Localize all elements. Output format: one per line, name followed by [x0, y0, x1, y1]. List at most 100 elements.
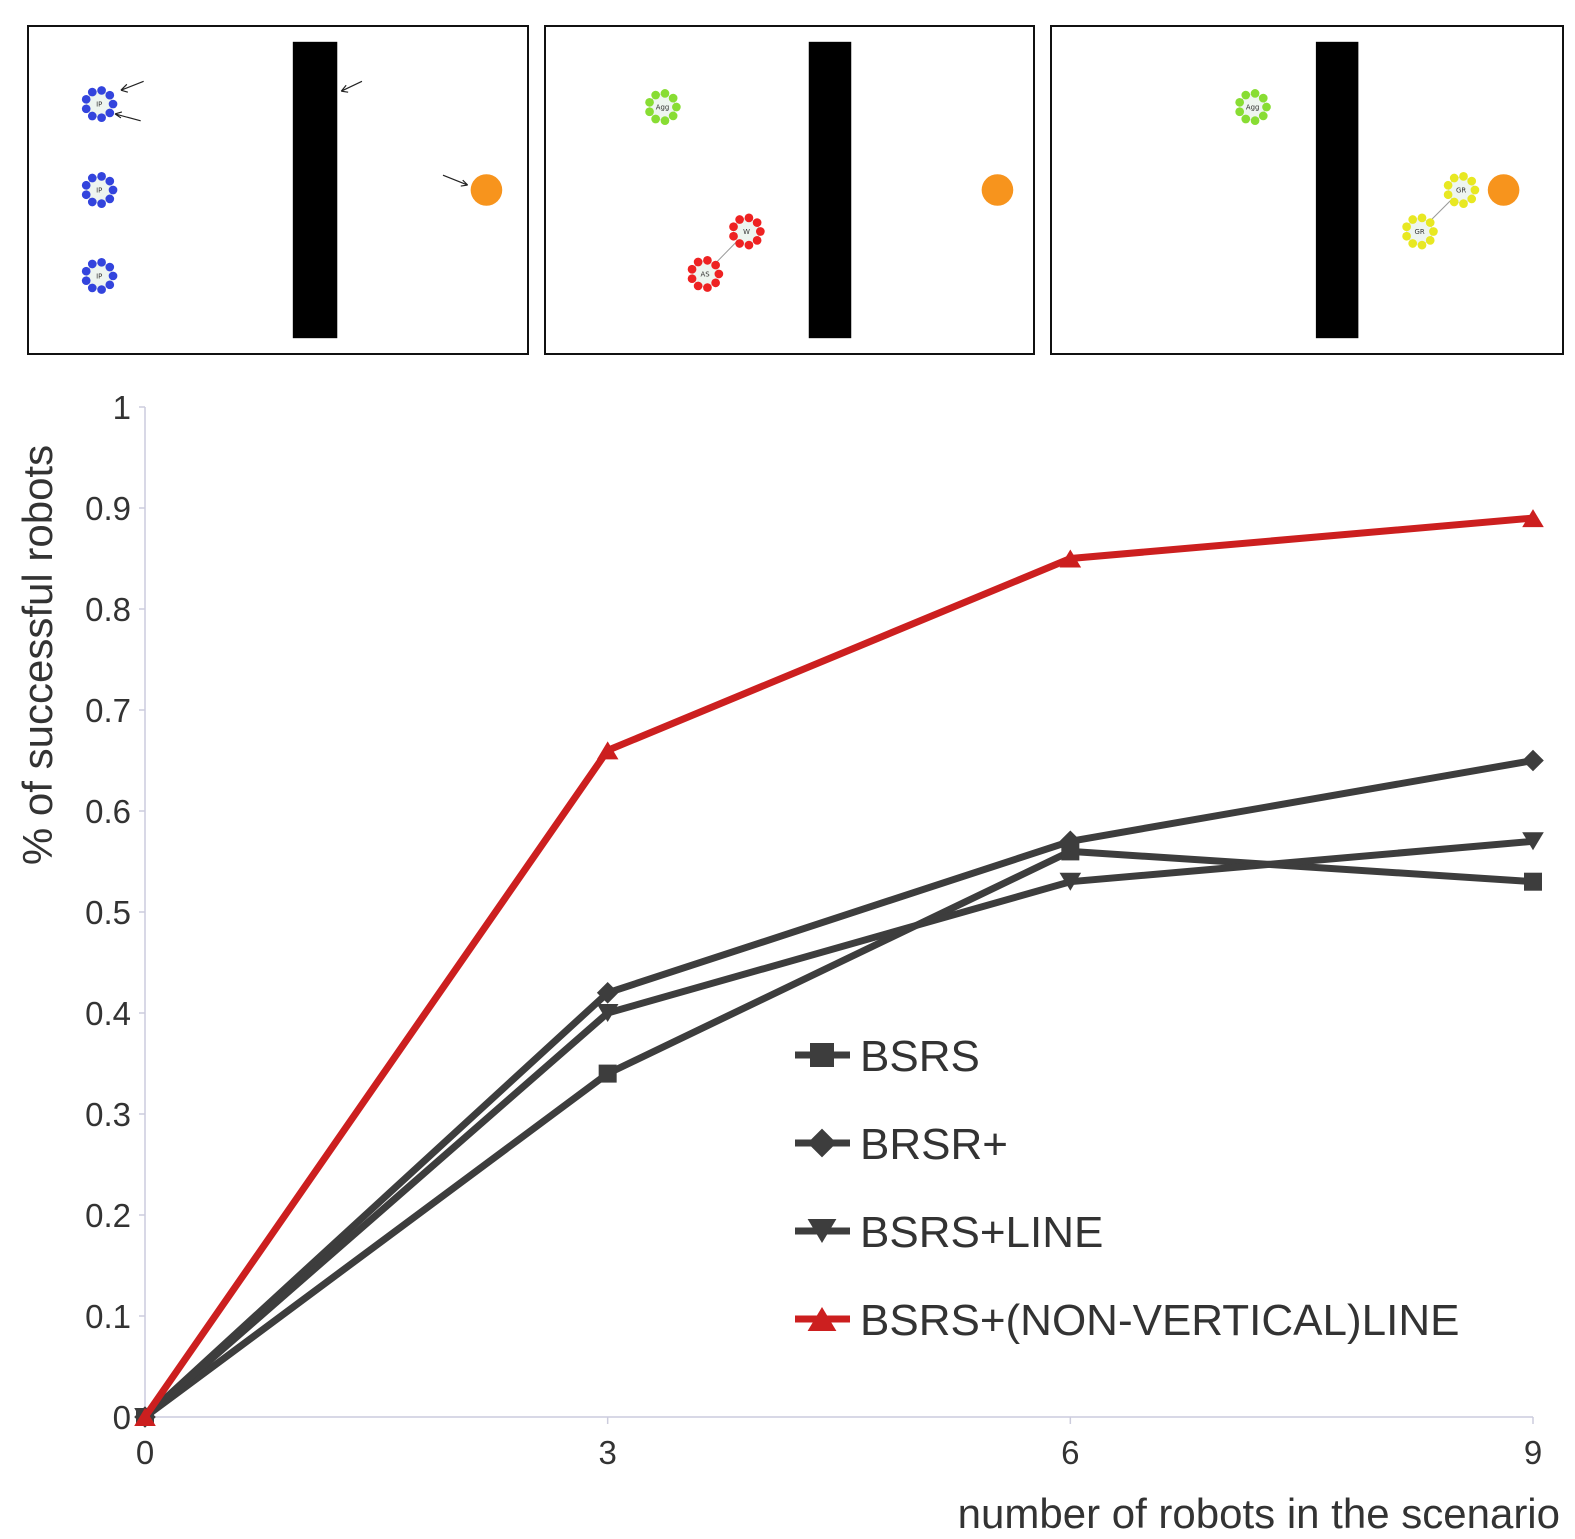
robot-sensor-dot	[651, 90, 660, 100]
robot-sensor-dot	[108, 99, 118, 109]
robot-sensor-dot	[1402, 222, 1411, 232]
scenario-panel-final: Agg GR GR	[1050, 25, 1564, 355]
robot-sensor-dot	[1408, 215, 1418, 224]
robot-sensor-dot	[97, 86, 106, 95]
robot-sensor-dot	[711, 278, 720, 288]
robot-sensor-dot	[108, 271, 118, 281]
robot-sensor-dot	[108, 185, 118, 195]
robot-sensor-dot	[81, 276, 91, 286]
robot-sensor-dot	[1459, 172, 1468, 181]
robot-sensor-dot	[105, 262, 115, 272]
data-point	[134, 1408, 156, 1426]
robot-sensor-dot	[703, 283, 712, 292]
goal-target	[1487, 174, 1520, 206]
robot-sensor-dot	[1467, 194, 1477, 204]
robot-sensor-dot	[1443, 180, 1453, 190]
robot-cluster: Agg	[1235, 89, 1271, 125]
y-tick-label: 0.3	[85, 1096, 131, 1133]
scenario-canvas: IP IP IP	[81, 41, 503, 339]
robot-sensor-dot	[97, 285, 106, 294]
robot-sensor-dot	[87, 259, 97, 269]
robot-sensor-dot	[752, 236, 762, 245]
y-tick-label: 0.5	[85, 894, 131, 931]
data-point	[596, 741, 619, 760]
data-point	[1522, 832, 1544, 851]
robot-sensor-dot	[711, 260, 720, 270]
legend-item: BSRS+(NON-VERTICAL)LINE	[795, 1296, 1459, 1345]
scenario-canvas: Agg GR GR	[1235, 41, 1520, 339]
robot-sensor-dot	[693, 281, 703, 291]
robot-sensor-dot	[81, 180, 91, 190]
robot-sensor-dot	[756, 227, 765, 236]
robot-sensor-dot	[87, 283, 97, 293]
robot-sensor-dot	[1459, 199, 1468, 208]
x-tick-label: 0	[136, 1434, 154, 1471]
robot-sensor-dot	[660, 89, 670, 98]
data-point	[596, 1004, 619, 1022]
robot-sensor-dot	[1241, 90, 1251, 100]
data-point	[1059, 549, 1082, 568]
robot-sensor-dot	[1417, 240, 1427, 250]
data-point	[1059, 872, 1082, 891]
series-layer	[134, 509, 1544, 1428]
robot-sensor-dot	[1235, 107, 1245, 117]
legend: BSRS BRSR+ BSRS+LINE BSRS+(NON-VERTICAL)LIN…	[795, 1032, 1459, 1345]
legend-marker	[810, 1043, 834, 1067]
data-point	[1522, 509, 1544, 528]
scenario-panel-middle: Agg W AS	[544, 25, 1035, 355]
robot-sensor-dot	[97, 199, 106, 208]
robot-sensor-dot	[1470, 185, 1480, 195]
robot-cluster: W	[729, 213, 765, 250]
legend-marker	[807, 1307, 837, 1331]
robot-sensor-dot	[1250, 89, 1260, 98]
robot-state-label: GR	[1456, 186, 1466, 194]
robot-state-label: IP	[96, 272, 102, 280]
robot-cluster: IP	[81, 172, 118, 208]
goal-target	[981, 174, 1014, 206]
robot-state-label: GR	[1415, 228, 1425, 236]
legend-label: BSRS+(NON-VERTICAL)LINE	[860, 1296, 1459, 1345]
y-tick-label: 0.1	[85, 1298, 131, 1335]
arrow-icon	[114, 111, 141, 122]
x-axis: 0 3 6 9	[136, 1416, 1542, 1471]
legend-item: BSRS+LINE	[795, 1208, 1103, 1257]
robot-cluster: AS	[687, 256, 724, 292]
robot-sensor-dot	[81, 266, 91, 276]
legend-marker	[807, 1219, 837, 1243]
legend-marker	[807, 1128, 837, 1158]
robot-sensor-dot	[714, 269, 724, 279]
robot-sensor-dot	[97, 113, 106, 123]
arrow-icon	[120, 80, 144, 93]
y-tick-label: 0.2	[85, 1197, 131, 1234]
data-point	[598, 1064, 617, 1083]
robot-sensor-dot	[752, 218, 762, 227]
robot-state-label: IP	[96, 186, 102, 194]
robot-sensor-dot	[1467, 176, 1477, 186]
series-line	[142, 514, 1534, 1419]
goal-target	[470, 174, 503, 206]
y-tick-label: 0.4	[85, 995, 131, 1032]
robot-state-label: AS	[700, 270, 709, 278]
robot-state-label: Agg	[656, 103, 670, 111]
robot-sensor-dot	[97, 257, 106, 267]
robot-sensor-dot	[1241, 114, 1251, 124]
robot-sensor-dot	[81, 104, 91, 114]
y-tick-label: 1	[113, 389, 131, 426]
robot-sensor-dot	[687, 264, 697, 274]
robot-sensor-dot	[744, 240, 754, 250]
scenario-canvas: Agg W AS	[645, 41, 1014, 339]
robot-sensor-dot	[105, 108, 115, 118]
wall-obstacle	[808, 41, 852, 339]
robot-cluster: IP	[81, 257, 118, 294]
robot-sensor-dot	[1262, 102, 1271, 112]
series-line	[142, 837, 1534, 1420]
robot-sensor-dot	[81, 190, 91, 200]
robot-sensor-dot	[1402, 231, 1411, 241]
wall-obstacle	[1315, 41, 1359, 339]
arrow-icons	[114, 80, 469, 187]
robot-sensor-dot	[1425, 236, 1435, 245]
robot-sensor-dot	[651, 114, 660, 124]
robot-sensor-dot	[1258, 111, 1268, 121]
arrow-icon	[442, 174, 469, 187]
robot-sensor-dot	[703, 256, 712, 265]
